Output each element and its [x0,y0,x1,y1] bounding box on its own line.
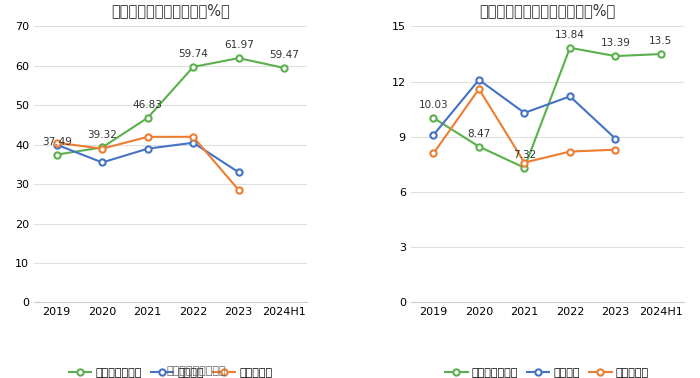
有息资产负债率 [657,52,665,56]
公司资产负债率 [189,65,197,69]
有息资产负债率 [429,116,438,120]
Line: 有息资产负债率: 有息资产负债率 [430,45,664,171]
行业中位数 [144,135,152,139]
行业中位数 [611,147,620,152]
行业均值 [429,133,438,137]
行业均值 [566,94,574,99]
Text: 59.74: 59.74 [178,49,208,59]
行业均值 [234,170,243,175]
Line: 行业中位数: 行业中位数 [430,86,619,166]
有息资产负债率 [611,54,620,58]
行业均值 [52,143,61,147]
Legend: 有息资产负债率, 行业均值, 行业中位数: 有息资产负债率, 行业均值, 行业中位数 [441,363,654,378]
Text: 10.03: 10.03 [419,100,448,110]
Text: 46.83: 46.83 [133,100,162,110]
行业中位数 [475,87,483,91]
Text: 39.32: 39.32 [88,130,117,140]
Text: 59.47: 59.47 [270,50,299,60]
Text: 13.84: 13.84 [555,30,585,40]
Line: 行业均值: 行业均值 [430,77,619,142]
公司资产负债率 [52,152,61,157]
行业均值 [98,160,106,165]
行业中位数 [52,141,61,145]
Line: 行业中位数: 行业中位数 [54,134,241,193]
公司资产负债率 [144,116,152,120]
Legend: 公司资产负债率, 行业均值, 行业中位数: 公司资产负债率, 行业均值, 行业中位数 [64,363,276,378]
行业中位数 [520,160,528,165]
行业均值 [611,136,620,141]
行业中位数 [189,135,197,139]
Line: 公司资产负债率: 公司资产负债率 [54,55,287,158]
行业均值 [144,146,152,151]
Text: 数据来源：恒生聚源: 数据来源：恒生聚源 [166,366,226,376]
Text: 37.49: 37.49 [42,137,71,147]
行业均值 [520,111,528,115]
Text: 8.47: 8.47 [468,129,491,139]
Title: 近年来资产负债率情况（%）: 近年来资产负债率情况（%） [111,3,230,19]
有息资产负债率 [520,166,528,170]
行业均值 [189,141,197,145]
有息资产负债率 [566,45,574,50]
公司资产负债率 [98,145,106,150]
Title: 近年来有息资产负债率情况（%）: 近年来有息资产负债率情况（%） [479,3,615,19]
行业中位数 [98,146,106,151]
行业均值 [475,77,483,82]
Text: 13.39: 13.39 [601,38,631,48]
Line: 行业均值: 行业均值 [54,139,241,175]
公司资产负债率 [280,66,288,70]
有息资产负债率 [475,144,483,149]
行业中位数 [234,188,243,192]
Text: 61.97: 61.97 [224,40,253,50]
Text: 13.5: 13.5 [650,36,673,46]
行业中位数 [566,149,574,154]
公司资产负债率 [234,56,243,60]
Text: 7.32: 7.32 [513,150,536,160]
行业中位数 [429,151,438,156]
